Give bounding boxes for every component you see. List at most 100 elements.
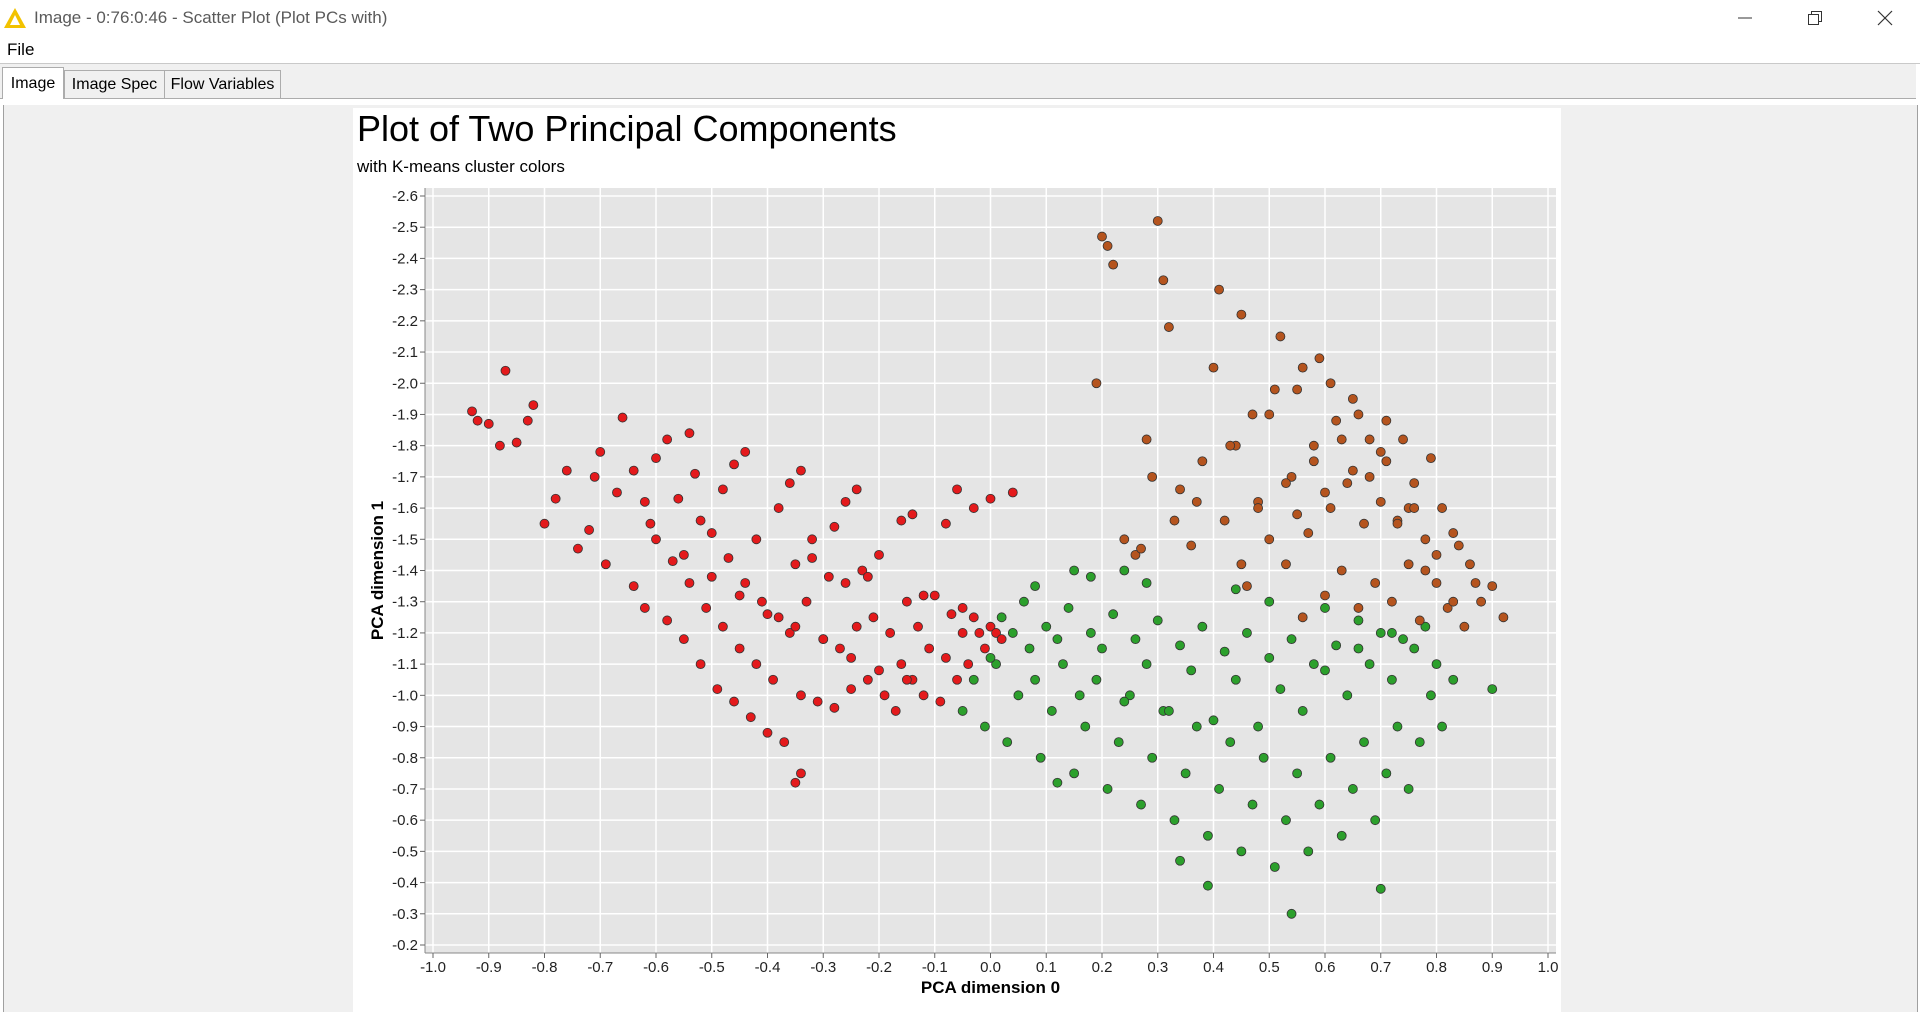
y-tick-label: -2.1 [392, 344, 418, 361]
data-point [1236, 846, 1247, 857]
data-point [1069, 768, 1080, 779]
data-point [1203, 830, 1213, 841]
data-point [996, 612, 1007, 623]
data-point [472, 415, 483, 426]
data-point [901, 674, 912, 685]
data-point [1409, 643, 1420, 654]
data-point [757, 596, 767, 607]
menu-file[interactable]: File [7, 39, 35, 59]
data-point [879, 690, 890, 701]
data-point [1308, 456, 1319, 467]
x-tick-label: 0.7 [1370, 959, 1391, 976]
data-point [790, 559, 801, 570]
close-button[interactable] [1850, 0, 1920, 36]
data-point [684, 578, 695, 588]
data-point [1013, 690, 1024, 701]
data-point [1113, 737, 1124, 748]
x-tick-label: -0.8 [532, 959, 558, 976]
data-point [589, 471, 600, 482]
data-point [1331, 415, 1342, 426]
data-point [1264, 652, 1275, 663]
data-point [706, 528, 717, 538]
minimize-icon [1738, 17, 1752, 19]
data-point [1230, 674, 1241, 685]
data-point [600, 559, 611, 570]
data-point [584, 525, 595, 535]
menu-bar: File [0, 36, 1920, 64]
x-tick-label: 1.0 [1538, 959, 1559, 976]
data-point [1130, 549, 1141, 560]
tab-image-spec[interactable]: Image Spec [64, 70, 165, 98]
data-point [1297, 612, 1308, 623]
data-point [829, 702, 840, 713]
minimize-button[interactable] [1710, 0, 1780, 36]
data-point [1236, 559, 1247, 570]
data-point [1219, 646, 1230, 657]
data-point [1409, 503, 1420, 513]
data-point [1308, 659, 1319, 670]
data-point [662, 434, 673, 445]
data-point [1487, 581, 1498, 592]
data-point [818, 634, 829, 645]
data-point [1203, 880, 1213, 891]
tab-flow-variables[interactable]: Flow Variables [164, 70, 281, 98]
data-point [1347, 393, 1358, 404]
data-point [1141, 434, 1152, 445]
data-point [1409, 478, 1420, 489]
data-point [1375, 883, 1386, 894]
data-points [467, 216, 1509, 919]
data-point [768, 674, 778, 685]
data-point [773, 612, 784, 623]
data-point [1392, 721, 1403, 732]
data-point [1325, 752, 1336, 763]
data-point [1085, 628, 1096, 638]
data-point [1325, 378, 1336, 389]
data-point [1264, 534, 1275, 545]
data-point [690, 468, 700, 479]
data-point [673, 493, 684, 504]
data-point [628, 581, 639, 592]
data-point [1292, 768, 1303, 779]
y-tick-label: -0.7 [392, 781, 418, 798]
data-point [1498, 612, 1509, 623]
data-point [662, 615, 673, 626]
data-point [796, 768, 806, 779]
data-point [500, 365, 511, 376]
data-point [1448, 528, 1459, 538]
y-tick-label: -0.6 [392, 812, 418, 829]
data-point [1058, 659, 1068, 670]
x-tick-label: -0.1 [922, 959, 948, 976]
plot-image: Plot of Two Principal Components with K-… [353, 108, 1561, 1012]
data-point [1398, 634, 1408, 645]
data-point [941, 652, 951, 663]
data-point [1230, 584, 1241, 595]
data-point [790, 621, 801, 632]
window-edge [1916, 64, 1920, 1012]
data-point [1052, 777, 1063, 788]
data-point [1364, 471, 1375, 482]
tab-image[interactable]: Image [2, 67, 64, 99]
data-point [829, 521, 840, 532]
data-point [1403, 559, 1414, 570]
y-tick-label: -0.8 [392, 750, 418, 767]
data-point [678, 634, 689, 645]
data-point [1320, 590, 1330, 601]
restore-button[interactable] [1780, 0, 1850, 36]
data-point [807, 553, 818, 563]
data-point [1381, 456, 1392, 467]
data-point [952, 484, 962, 495]
data-point [1387, 596, 1397, 607]
data-point [1442, 603, 1453, 613]
data-point [1175, 855, 1185, 866]
data-point [1465, 559, 1475, 570]
x-tick-label: -0.6 [643, 959, 669, 976]
data-point [1275, 684, 1286, 694]
data-point [952, 674, 962, 685]
data-point [1381, 415, 1392, 426]
data-point [1387, 674, 1397, 685]
data-point [1197, 621, 1208, 632]
data-point [467, 406, 477, 417]
data-point [1448, 674, 1459, 685]
data-point [812, 696, 823, 707]
data-point [1292, 384, 1303, 395]
